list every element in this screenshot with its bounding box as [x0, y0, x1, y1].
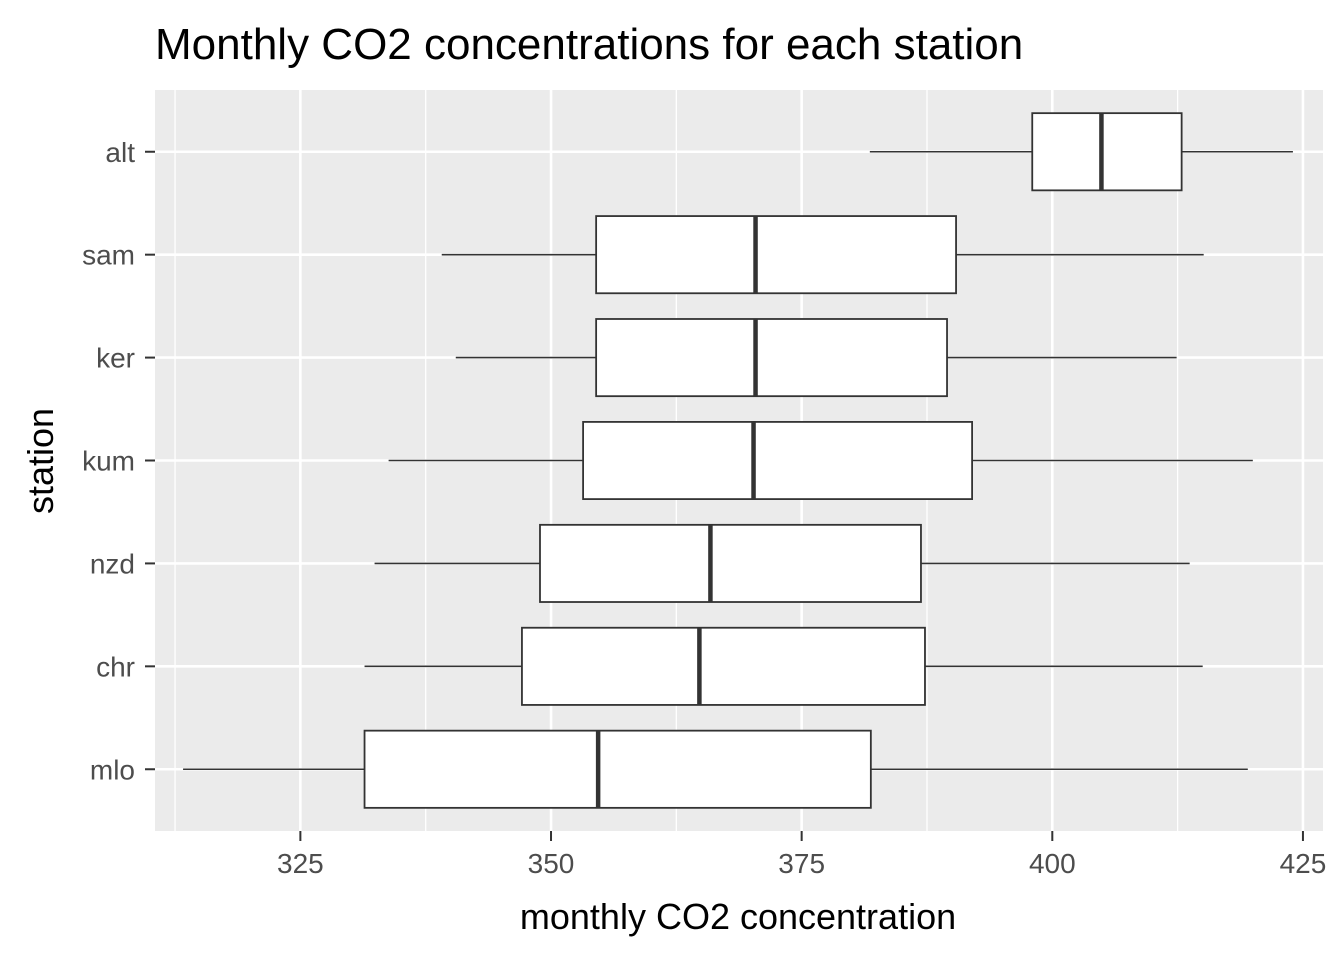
box-nzd	[374, 523, 1190, 603]
y-tick-label: kum	[82, 446, 135, 477]
box-kum	[388, 421, 1253, 500]
y-tick-label: alt	[105, 137, 135, 168]
box-iqr	[595, 215, 957, 295]
box-iqr	[1031, 112, 1183, 192]
x-axis: 325 350 375 400 425	[277, 831, 1326, 879]
y-axis: alt sam ker kum nzd chr mlo	[82, 137, 155, 785]
y-tick-label: sam	[82, 240, 135, 271]
box-iqr	[539, 523, 922, 603]
x-tick-label: 325	[277, 848, 324, 879]
x-axis-title: monthly CO2 concentration	[520, 896, 956, 937]
box-alt	[869, 112, 1293, 192]
x-tick-label: 375	[778, 848, 825, 879]
box-ker	[455, 318, 1177, 398]
box-iqr	[521, 626, 926, 706]
y-tick-label: nzd	[90, 548, 135, 579]
chart-title: Monthly CO2 concentrations for each stat…	[155, 20, 1023, 69]
y-tick-label: chr	[96, 651, 135, 682]
boxplot-series	[183, 112, 1293, 809]
box-iqr	[582, 421, 973, 500]
x-tick-label: 400	[1029, 848, 1076, 879]
box-sam	[441, 215, 1204, 295]
y-axis-title: station	[20, 408, 61, 514]
x-tick-label: 350	[528, 848, 575, 879]
box-iqr	[363, 729, 872, 809]
box-chr	[364, 626, 1203, 706]
y-tick-label: mlo	[90, 754, 135, 785]
y-tick-label: ker	[96, 343, 135, 374]
box-iqr	[595, 318, 948, 398]
box-mlo	[183, 729, 1248, 809]
x-tick-label: 425	[1280, 848, 1327, 879]
